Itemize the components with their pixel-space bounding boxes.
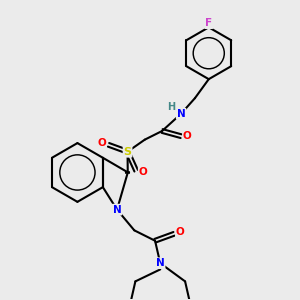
Text: H: H: [167, 103, 175, 112]
Text: N: N: [177, 109, 185, 119]
Text: O: O: [183, 131, 192, 141]
Text: N: N: [156, 258, 165, 268]
Text: O: O: [139, 167, 148, 178]
Text: O: O: [97, 138, 106, 148]
Text: O: O: [176, 227, 185, 237]
Text: N: N: [113, 205, 122, 214]
Text: F: F: [205, 18, 212, 28]
Text: S: S: [124, 147, 131, 157]
